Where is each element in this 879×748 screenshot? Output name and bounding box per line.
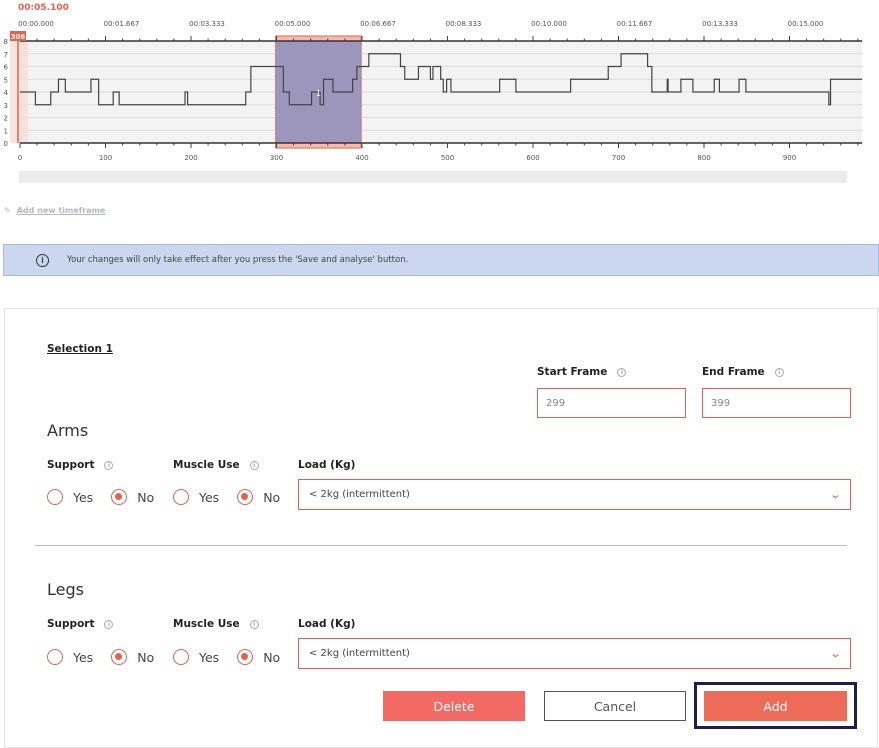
y-tick-label: 3 [4,102,8,110]
no-label: No [137,489,155,505]
x-tick-label: 200 [184,154,197,162]
x-tick-label: 300 [270,154,283,162]
yes-label: Yes [199,649,220,665]
end-frame-text: End Frame [702,366,765,378]
y-tick-label: 0 [4,140,8,148]
arms-load-label: Load (Kg) [298,459,356,471]
time-tick-label: 00:06.667 [360,20,396,28]
info-icon[interactable]: i [774,367,784,377]
time-tick-label: 00:10.000 [531,20,567,28]
arms-title: Arms [47,421,89,440]
cursor-badge [10,31,26,41]
arms-support-yes-radio[interactable] [47,489,63,505]
label-text: Support [47,459,95,471]
timeline-scrollbar[interactable] [19,171,847,183]
y-tick-label: 8 [4,38,8,46]
legs-support-no-radio[interactable] [111,649,128,665]
start-frame-input[interactable]: 299 [537,388,686,418]
start-frame-text: Start Frame [537,366,608,378]
no-label: No [137,649,155,665]
add-button[interactable]: Add [704,691,847,721]
arms-support-label: Support i [47,459,114,471]
selected-value: < 2kg (intermittent) [309,648,410,659]
arms-muscle-radios: Yes No [173,489,280,505]
time-tick-label: 00:08.333 [446,20,482,28]
no-label: No [263,649,281,665]
legs-load-select[interactable]: < 2kg (intermittent) ⌄ [298,638,851,669]
add-timeframe-link[interactable]: ✎ Add new timeframe [4,206,105,215]
yes-label: Yes [199,489,220,505]
time-tick-label: 00:01.667 [104,20,140,28]
info-icon[interactable]: i [104,619,114,629]
chevron-down-icon: ⌄ [828,647,842,660]
info-icon[interactable]: i [617,367,627,377]
arms-support-no-radio[interactable] [111,489,128,505]
time-tick-label: 00:11.667 [617,20,653,28]
delete-button[interactable]: Delete [383,691,525,721]
y-tick-label: 2 [4,115,8,123]
label-text: Muscle Use [173,459,240,471]
add-timeframe-label: Add new timeframe [16,206,106,215]
legs-load-label: Load (Kg) [298,618,356,630]
x-tick-label: 700 [612,154,625,162]
selection-label: 1 [316,89,321,98]
info-text: Your changes will only take effect after… [67,255,409,265]
pencil-icon: ✎ [4,206,11,215]
legs-support-label: Support i [47,618,114,630]
y-tick-label: 1 [4,127,8,135]
cancel-button[interactable]: Cancel [544,691,686,721]
x-tick-label: 500 [441,154,454,162]
x-tick-label: 800 [697,154,710,162]
x-tick-label: 600 [526,154,539,162]
arms-load-select[interactable]: < 2kg (intermittent) ⌄ [298,479,851,510]
cursor-label: 306 [11,33,26,41]
end-frame-input[interactable]: 399 [702,388,851,418]
x-tick-label: 400 [355,154,368,162]
label-text: Support [47,618,95,630]
info-banner: i Your changes will only take effect aft… [3,244,879,276]
end-frame-label: End Frame i [702,366,784,378]
y-tick-label: 5 [4,76,8,84]
series-line [20,53,863,106]
legs-muscle-label: Muscle Use i [173,618,259,630]
legs-muscle-radios: Yes No [173,649,280,665]
time-tick-label: 00:13.333 [702,20,738,28]
y-tick-label: 4 [4,89,9,97]
timeline-chart[interactable]: 0 1 2 3 4 5 6 7 8 1 0 100 200 300 400 500 600 700 800 900 00… [0,0,879,168]
yes-label: Yes [73,649,94,665]
selected-value: < 2kg (intermittent) [309,489,410,500]
current-time: 00:05.100 [18,3,69,13]
x-tick-label: 0 [18,154,22,162]
yes-label: Yes [73,489,94,505]
y-tick-label: 7 [4,51,8,59]
arms-muscle-no-radio[interactable] [237,489,254,505]
info-icon[interactable]: i [249,460,259,470]
selection-title: Selection 1 [47,343,113,355]
legs-title: Legs [47,580,84,599]
info-icon: i [36,253,49,267]
info-icon[interactable]: i [249,619,259,629]
info-icon[interactable]: i [104,460,114,470]
time-tick-label: 00:00.000 [18,20,54,28]
chevron-down-icon: ⌄ [828,488,842,501]
time-tick-label: 00:05.000 [275,20,311,28]
legs-muscle-yes-radio[interactable] [173,649,189,665]
time-tick-label: 00:03.333 [189,20,225,28]
x-tick-label: 100 [99,154,112,162]
legs-support-radios: Yes No [47,649,154,665]
arms-support-radios: Yes No [47,489,154,505]
focus-outline [694,682,857,729]
start-frame-label: Start Frame i [537,366,627,378]
legs-support-yes-radio[interactable] [47,649,63,665]
y-tick-label: 6 [4,64,9,72]
cursor-shade [10,41,28,143]
divider [35,545,847,546]
legs-muscle-no-radio[interactable] [237,649,254,665]
label-text: Muscle Use [173,618,240,630]
arms-muscle-label: Muscle Use i [173,459,259,471]
arms-muscle-yes-radio[interactable] [173,489,189,505]
time-tick-label: 00:15.000 [788,20,824,28]
x-tick-label: 900 [783,154,796,162]
no-label: No [263,489,281,505]
